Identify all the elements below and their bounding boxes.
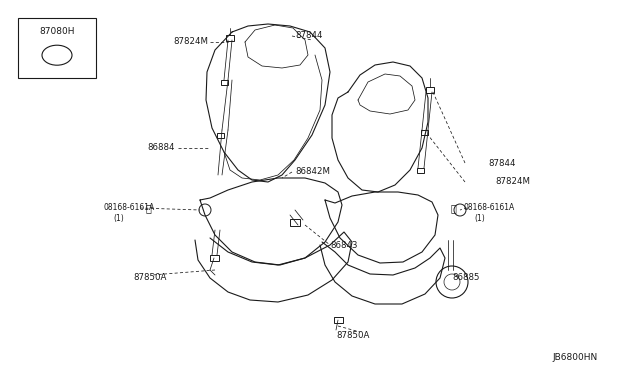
Text: 87824M: 87824M bbox=[495, 177, 530, 186]
Text: (1): (1) bbox=[113, 214, 124, 222]
Bar bbox=[290, 218, 300, 225]
Text: 87080H: 87080H bbox=[39, 28, 75, 36]
Text: 08168-6161A: 08168-6161A bbox=[103, 203, 154, 212]
Circle shape bbox=[436, 266, 468, 298]
Bar bbox=[221, 80, 227, 84]
Circle shape bbox=[199, 204, 211, 216]
Text: 87824M: 87824M bbox=[173, 38, 208, 46]
Ellipse shape bbox=[42, 45, 72, 65]
Bar bbox=[209, 255, 218, 261]
Text: 87850A: 87850A bbox=[336, 330, 369, 340]
Text: 87850A: 87850A bbox=[133, 273, 166, 282]
Circle shape bbox=[444, 274, 460, 290]
Text: JB6800HN: JB6800HN bbox=[553, 353, 598, 362]
Text: Ⓐ: Ⓐ bbox=[145, 203, 151, 213]
Bar bbox=[333, 317, 342, 323]
Bar bbox=[18, 18, 96, 78]
Text: 86884: 86884 bbox=[147, 144, 175, 153]
Bar bbox=[420, 129, 428, 135]
Text: 86843: 86843 bbox=[330, 241, 358, 250]
Text: 87844: 87844 bbox=[295, 32, 323, 41]
Text: 08168-6161A: 08168-6161A bbox=[464, 203, 515, 212]
Bar bbox=[426, 87, 434, 93]
Bar bbox=[216, 132, 223, 138]
Text: (1): (1) bbox=[474, 214, 484, 222]
Text: 86842M: 86842M bbox=[295, 167, 330, 176]
Text: 87844: 87844 bbox=[488, 158, 515, 167]
Text: 86885: 86885 bbox=[452, 273, 479, 282]
Circle shape bbox=[454, 204, 466, 216]
Bar bbox=[226, 35, 234, 41]
Bar bbox=[417, 167, 424, 173]
Text: Ⓐ: Ⓐ bbox=[450, 203, 456, 213]
